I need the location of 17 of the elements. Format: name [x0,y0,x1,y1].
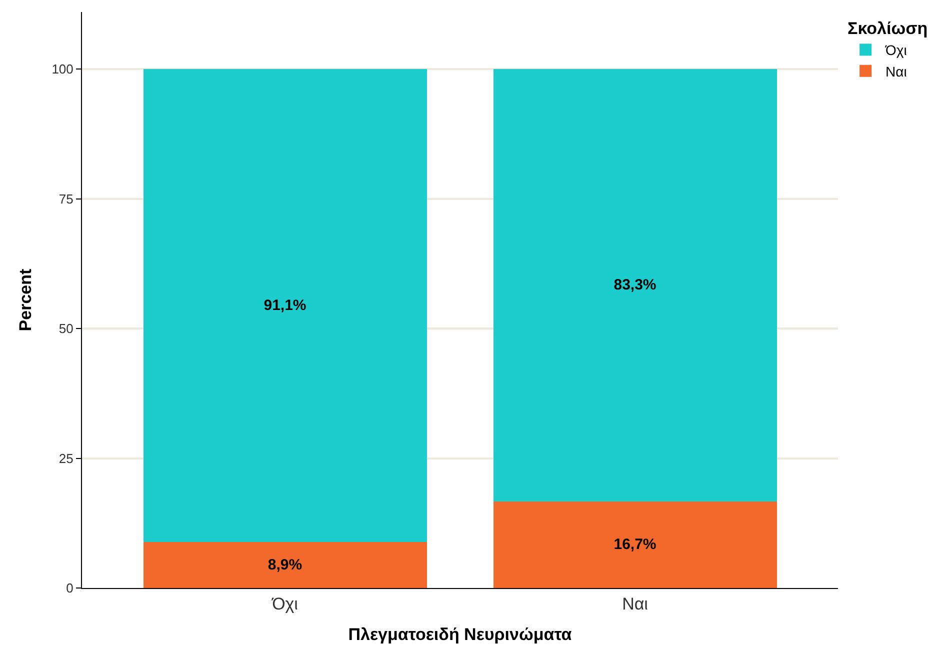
y-axis-title: Percent [16,268,36,332]
bar [493,69,777,502]
y-tick-label: 75 [58,191,74,206]
bar [493,501,777,588]
y-tick-label: 25 [58,450,74,466]
legend-label: Όχι [884,42,907,58]
y-tick-label: 50 [58,321,74,336]
y-tick-label: 100 [52,62,74,77]
x-axis-title: Πλεγματοειδή Νευρινώματα [348,624,572,644]
data-label: 8,9% [268,556,302,574]
data-label: 16,7% [614,536,656,554]
data-label: 83,3% [614,276,656,294]
bar [143,542,427,588]
y-tick-label: 0 [66,580,74,596]
legend-title: Σκολίωση [848,19,928,38]
data-label: 91,1% [264,296,306,314]
legend-label: Ναι [886,63,907,80]
